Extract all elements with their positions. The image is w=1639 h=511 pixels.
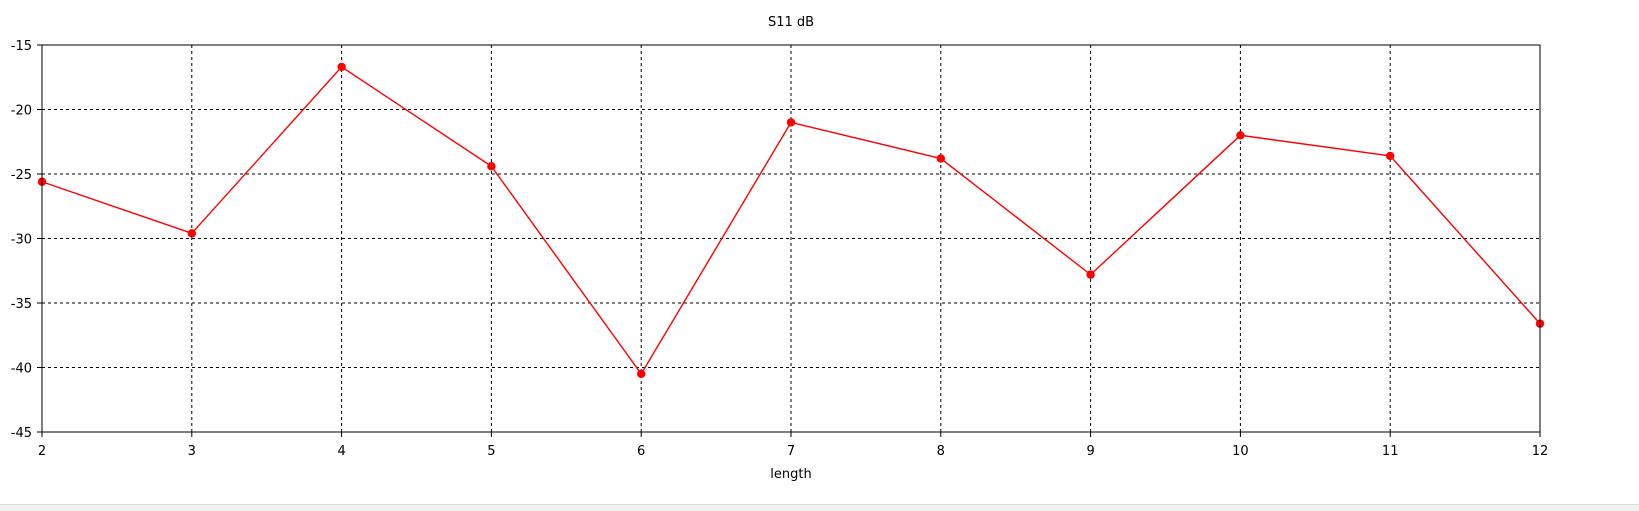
x-tick-label: 11: [1382, 444, 1399, 459]
x-tick-label: 3: [188, 444, 196, 459]
data-point: [487, 162, 496, 171]
data-point: [1386, 151, 1395, 161]
x-tick-label: 8: [937, 444, 945, 459]
data-point: [1236, 131, 1245, 140]
y-tick-label: -25: [11, 168, 32, 183]
x-tick-label: 5: [487, 444, 495, 459]
x-tick-label: 2: [38, 444, 46, 459]
chart-title: S11 dB: [768, 15, 814, 30]
data-point: [1086, 270, 1095, 279]
grid-lines: [42, 45, 1540, 432]
y-tick-label: -15: [11, 39, 32, 54]
x-tick-label: 12: [1532, 444, 1549, 459]
x-tick-label: 6: [637, 444, 645, 459]
axis-ticks: 2 3 4 5 6 7 8 9 10 11 12 -15 -20 -25 -30 -35 -40 -45: [11, 39, 1549, 459]
bottom-status-strip: [0, 504, 1639, 511]
data-point: [637, 369, 646, 379]
y-tick-label: -35: [11, 297, 32, 312]
y-tick-label: -40: [11, 362, 32, 377]
series-layer: [37, 62, 1545, 379]
x-tick-label: 4: [337, 444, 345, 459]
y-tick-label: -30: [11, 233, 32, 248]
data-point: [187, 229, 196, 238]
data-point: [337, 62, 346, 72]
x-axis-label: length: [770, 467, 811, 482]
x-tick-label: 7: [787, 444, 795, 459]
data-point: [786, 118, 796, 127]
data-point: [936, 154, 945, 163]
y-tick-label: -45: [11, 426, 32, 441]
y-tick-label: -20: [11, 104, 32, 119]
x-tick-label: 10: [1232, 444, 1249, 459]
x-tick-label: 9: [1086, 444, 1094, 459]
